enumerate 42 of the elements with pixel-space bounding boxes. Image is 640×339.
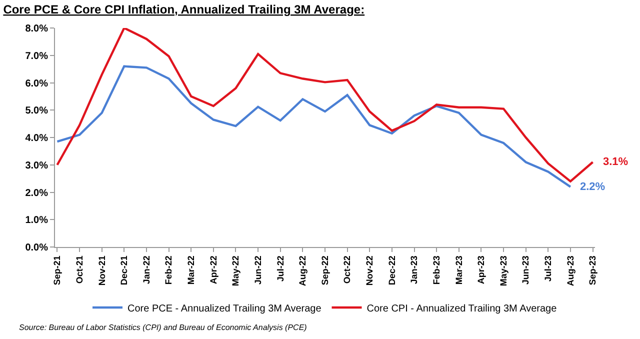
source-note: Source: Bureau of Labor Statistics (CPI) and Bureau of Economic Analysis (PCE)	[19, 323, 308, 332]
legend-label: Core PCE - Annualized Trailing 3M Average	[128, 303, 322, 314]
x-tick-label: Mar-22	[186, 256, 196, 285]
x-tick-label: Dec-21	[119, 256, 130, 286]
y-tick-label: 4.0%	[25, 133, 48, 144]
x-tick-label: Oct-22	[342, 256, 352, 284]
x-tick-label: Oct-21	[74, 256, 84, 284]
x-tick-label: Nov-21	[96, 256, 107, 286]
x-tick-label: Jun-23	[520, 256, 531, 285]
x-tick-label: Aug-23	[565, 256, 576, 286]
x-tick-label: Jan-23	[409, 256, 420, 284]
y-tick-label: 7.0%	[25, 50, 48, 62]
x-tick-label: Jan-22	[141, 256, 152, 284]
y-tick-label: 1.0%	[25, 215, 48, 226]
legend-label: Core CPI - Annualized Trailing 3M Average	[366, 303, 558, 314]
y-tick-label: 6.0%	[25, 78, 48, 90]
x-tick-label: Apr-22	[208, 256, 218, 284]
x-tick-label: Apr-23	[476, 256, 486, 284]
x-tick-label: Sep-21	[52, 256, 62, 286]
y-tick-label: 2.0%	[25, 188, 48, 199]
y-tick-label: 5.0%	[25, 106, 48, 117]
x-tick-label: Feb-22	[164, 256, 174, 285]
y-tick-label: 3.0%	[25, 160, 48, 172]
x-tick-label: Nov-22	[364, 256, 375, 286]
y-tick-label: 0.0%	[25, 242, 48, 254]
data-label: 2.2%	[580, 181, 606, 193]
data-label: 3.1%	[603, 156, 628, 168]
x-tick-label: Aug-22	[298, 256, 308, 286]
x-tick-label: Jun-22	[252, 256, 263, 285]
x-tick-label: Sep-22	[320, 256, 330, 286]
x-tick-label: May-23	[498, 256, 508, 286]
x-tick-label: Jul-23	[543, 256, 554, 282]
x-tick-label: Dec-22	[386, 256, 397, 286]
x-tick-label: Jul-22	[275, 256, 286, 282]
line-series	[56, 28, 594, 182]
x-tick-label: Sep-23	[588, 256, 598, 286]
x-tick-label: Feb-23	[431, 256, 442, 285]
x-tick-label: Mar-23	[454, 256, 464, 285]
line-series	[56, 65, 572, 188]
y-tick-label: 8.0%	[25, 24, 48, 34]
x-tick-label: May-22	[230, 256, 241, 286]
chart-title: Core PCE & Core CPI Inflation, Annualized Trailing 3M Average:	[3, 2, 365, 16]
